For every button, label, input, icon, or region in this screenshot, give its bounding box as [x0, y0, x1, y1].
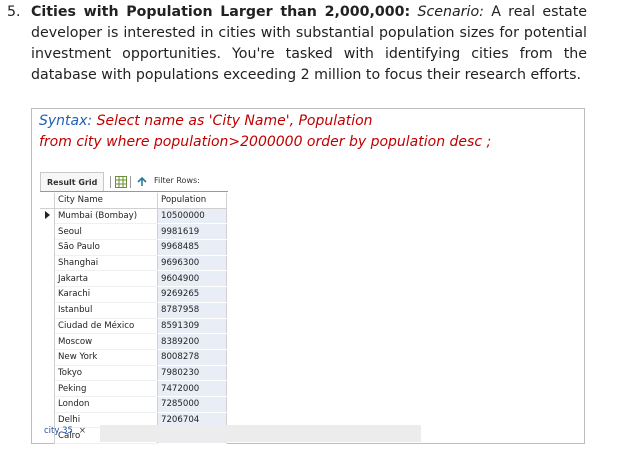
cell-city-name[interactable]: Tokyo — [54, 365, 158, 382]
result-tab-label[interactable]: city 35 — [44, 426, 73, 436]
filter-rows-label: Filter Rows: — [154, 176, 200, 185]
refresh-icon[interactable] — [136, 176, 148, 188]
table-row[interactable]: New York 8008278 — [40, 349, 227, 366]
cell-population[interactable]: 10500000 — [157, 208, 227, 225]
cell-population[interactable]: 8591309 — [157, 318, 227, 335]
task-description-rest: developer is interested in cities with s… — [31, 25, 587, 83]
row-indicator[interactable] — [40, 286, 55, 303]
cell-city-name[interactable]: Istanbul — [54, 302, 158, 319]
row-indicator[interactable] — [40, 349, 55, 366]
cell-population[interactable]: 9981619 — [157, 223, 227, 241]
scenario-label: Scenario: — [417, 4, 484, 20]
cell-city-name[interactable]: Moscow — [54, 333, 158, 350]
cell-city-name[interactable]: São Paulo — [54, 239, 158, 256]
table-row[interactable]: Istanbul 8787958 — [40, 302, 227, 319]
cell-city-name[interactable]: Karachi — [54, 286, 158, 303]
row-indicator-header — [40, 193, 55, 209]
table-row[interactable]: Tokyo 7980230 — [40, 365, 227, 382]
result-table: City Name Population Mumbai (Bombay) 1050… — [40, 193, 227, 444]
cell-city-name[interactable]: Shanghai — [54, 255, 158, 272]
cell-population[interactable]: 7980230 — [157, 365, 227, 382]
grid-icon[interactable] — [115, 176, 127, 188]
row-indicator[interactable] — [40, 365, 55, 381]
cell-city-name[interactable]: London — [54, 396, 158, 413]
cell-population[interactable]: 9269265 — [157, 286, 227, 303]
task-body: Cities with Population Larger than 2,000… — [31, 2, 587, 86]
table-row[interactable]: Ciudad de México 8591309 — [40, 318, 227, 335]
table-row[interactable]: Karachi 9269265 — [40, 286, 227, 303]
syntax-block: Syntax: Select name as 'City Name', Popu… — [39, 111, 579, 153]
table-row[interactable]: Jakarta 9604900 — [40, 270, 227, 288]
result-toolbar: Result Grid Filter Rows: — [40, 172, 228, 192]
cell-population[interactable]: 7206704 — [157, 412, 227, 429]
toolbar-divider — [110, 176, 111, 188]
result-grid: City Name Population Mumbai (Bombay) 1050… — [40, 193, 232, 444]
current-row-arrow-icon — [44, 210, 50, 219]
cell-population[interactable]: 8389200 — [157, 333, 227, 350]
row-indicator[interactable] — [40, 239, 55, 256]
toolbar-divider — [130, 176, 131, 188]
row-indicator[interactable] — [40, 412, 55, 428]
row-indicator[interactable] — [40, 223, 55, 240]
column-header-city-name[interactable]: City Name — [54, 193, 158, 209]
row-indicator[interactable] — [40, 255, 55, 271]
cell-population[interactable]: 7472000 — [157, 380, 227, 397]
task-number: 5. — [7, 4, 21, 20]
table-row[interactable]: Shanghai 9696300 — [40, 255, 227, 272]
close-icon[interactable]: × — [78, 426, 87, 436]
cell-city-name[interactable]: Mumbai (Bombay) — [54, 208, 158, 225]
cell-population[interactable]: 8787958 — [157, 302, 227, 319]
result-grid-tab[interactable]: Result Grid — [40, 172, 104, 191]
cell-city-name[interactable]: Jakarta — [54, 270, 158, 288]
table-row[interactable]: Mumbai (Bombay) 10500000 — [40, 208, 227, 225]
cell-population[interactable]: 7285000 — [157, 396, 227, 413]
row-indicator[interactable] — [40, 302, 55, 318]
syntax-label: Syntax: — [39, 113, 93, 129]
cell-city-name[interactable]: New York — [54, 349, 158, 366]
cell-city-name[interactable]: Ciudad de México — [54, 318, 158, 335]
toolbar-underline — [40, 191, 228, 192]
cell-city-name[interactable]: Peking — [54, 380, 158, 397]
row-indicator[interactable] — [40, 380, 55, 397]
syntax-line2: from city where population>2000000 order… — [39, 134, 492, 150]
cell-population[interactable]: 9604900 — [157, 270, 227, 288]
query-output-panel: Syntax: Select name as 'City Name', Popu… — [31, 108, 585, 444]
row-indicator[interactable] — [40, 270, 55, 287]
table-row[interactable]: São Paulo 9968485 — [40, 239, 227, 256]
cell-population[interactable]: 9968485 — [157, 239, 227, 256]
task-description-line1: A real estate — [491, 4, 588, 20]
cell-population[interactable]: 9696300 — [157, 255, 227, 272]
task-title: Cities with Population Larger than 2,000… — [31, 4, 411, 20]
table-row[interactable]: Peking 7472000 — [40, 380, 227, 397]
column-header-population[interactable]: Population — [157, 193, 227, 209]
table-row[interactable]: London 7285000 — [40, 396, 227, 413]
cell-population[interactable]: 8008278 — [157, 349, 227, 366]
table-row[interactable]: Seoul 9981619 — [40, 223, 227, 241]
row-indicator[interactable] — [40, 333, 55, 350]
row-indicator[interactable] — [40, 318, 55, 334]
result-tab-city[interactable]: city 35 × — [44, 426, 86, 436]
row-indicator[interactable] — [40, 427, 55, 444]
syntax-line1: Select name as 'City Name', Population — [96, 113, 373, 129]
table-body: Mumbai (Bombay) 10500000 Seoul 9981619 São P… — [40, 208, 227, 444]
cell-city-name[interactable]: Seoul — [54, 223, 158, 241]
table-header-row: City Name Population — [40, 193, 227, 209]
horizontal-scrollbar[interactable] — [100, 425, 421, 442]
row-indicator[interactable] — [40, 208, 55, 224]
row-indicator[interactable] — [40, 396, 55, 413]
table-row[interactable]: Moscow 8389200 — [40, 333, 227, 350]
